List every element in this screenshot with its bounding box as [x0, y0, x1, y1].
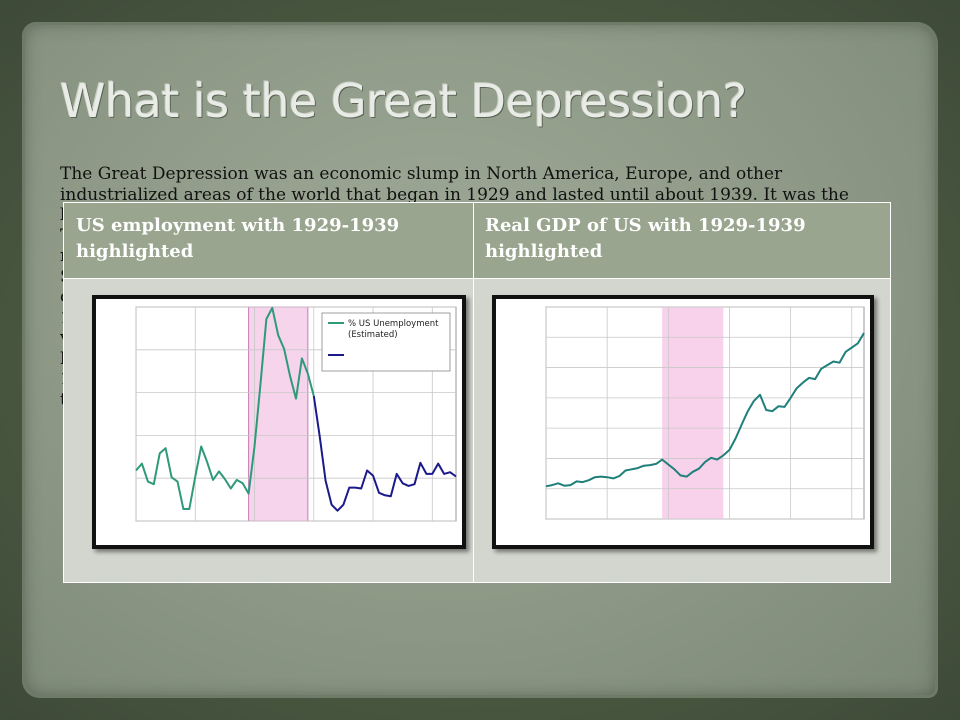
- unemployment-chart: % US Unemployment (Estimated): [135, 306, 457, 522]
- header-employment: US employment with 1929-1939 highlighted: [76, 215, 400, 262]
- charts-table: US employment with 1929-1939 highlighted…: [63, 202, 891, 583]
- table-header-row: US employment with 1929-1939 highlighted…: [64, 203, 890, 279]
- gdp-chart: [545, 306, 865, 520]
- slide-title: What is the Great Depression?: [60, 74, 747, 128]
- highlight-band-1929-1939: [662, 307, 724, 519]
- header-gdp: Real GDP of US with 1929-1939 highlighte…: [485, 215, 806, 262]
- series-line-0: [135, 306, 315, 510]
- gdp-chart-frame: [492, 295, 874, 549]
- legend-label-estimated: % US Unemployment (Estimated): [348, 319, 439, 340]
- series-line-1: [312, 395, 457, 512]
- highlight-band-1929-1939: [248, 306, 309, 522]
- series-line-0: [545, 332, 865, 488]
- unemployment-chart-frame: % US Unemployment (Estimated): [92, 295, 466, 549]
- column-divider: [473, 203, 474, 582]
